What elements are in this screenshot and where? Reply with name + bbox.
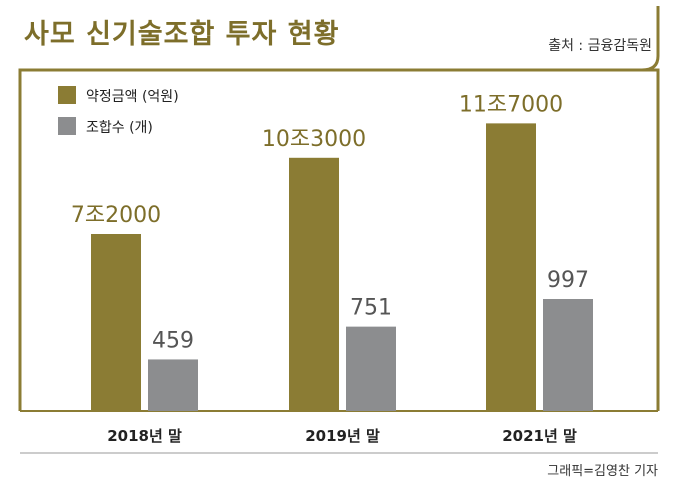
category-label-1: 2019년 말 [305,427,380,445]
source-note: 출처 : 금융감독원 [548,38,652,54]
value-label-amount-0: 7조2000 [71,203,161,228]
legend-label-amount: 약정금액 (억원) [86,89,179,105]
chart-frame [18,68,660,411]
value-labels-group: 7조2000 459 10조3000 751 11조7000 997 [71,92,589,353]
header-curve [641,6,660,72]
bar-amount-1 [289,157,339,411]
value-label-count-0: 459 [152,328,194,353]
value-label-amount-2: 11조7000 [459,92,563,117]
legend-swatch-amount [58,86,76,104]
legend: 약정금액 (억원) 조합수 (개) [58,86,179,136]
value-label-count-2: 997 [547,268,589,293]
category-labels-group: 2018년 말 2019년 말 2021년 말 [107,427,577,445]
bar-count-0 [148,359,198,411]
chart-title: 사모 신기술조합 투자 현황 [24,19,339,50]
value-label-count-1: 751 [350,296,392,321]
bar-amount-0 [91,234,141,411]
category-label-2: 2021년 말 [502,427,577,445]
graphic-credit: 그래픽=김영찬 기자 [547,464,658,479]
bar-count-2 [543,299,593,411]
bar-amount-2 [486,123,536,411]
value-label-amount-1: 10조3000 [262,127,366,152]
legend-swatch-count [58,117,76,135]
legend-label-count: 조합수 (개) [86,120,153,136]
category-label-0: 2018년 말 [107,427,182,445]
bars-group [91,123,593,411]
bar-count-1 [346,326,396,411]
